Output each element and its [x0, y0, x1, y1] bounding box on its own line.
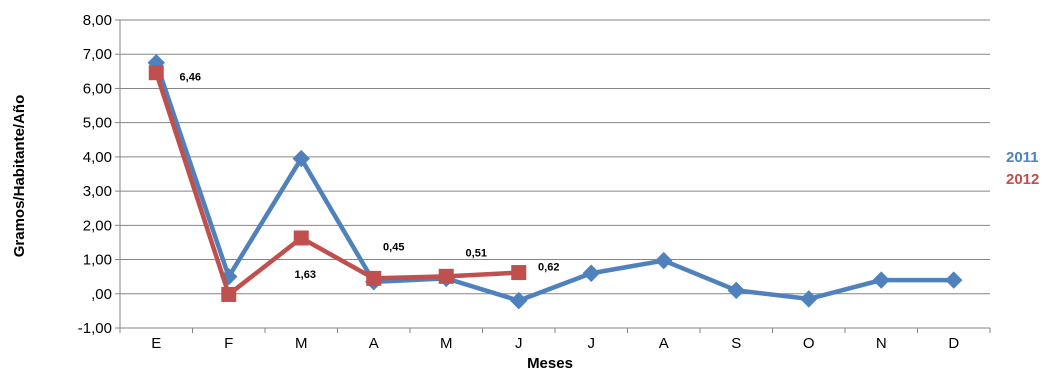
x-tick-label: D	[948, 335, 959, 352]
gridlines	[120, 19, 990, 295]
x-tick-label: E	[151, 335, 161, 352]
series-2012	[148, 65, 527, 302]
data-point	[727, 281, 745, 300]
data-label: 0,62	[538, 262, 559, 274]
x-tick-label: N	[876, 335, 887, 352]
data-point	[945, 271, 963, 289]
y-tick-label: -1,00	[78, 320, 112, 337]
y-tick-label: ,00	[91, 286, 112, 303]
data-point	[511, 265, 527, 281]
x-tick-label: S	[731, 335, 741, 352]
data-point	[292, 149, 310, 168]
data-point	[366, 270, 382, 286]
data-point	[221, 286, 237, 302]
legend-entry-2011: 2011	[1006, 149, 1039, 166]
y-tick-label: 2,00	[83, 217, 112, 234]
y-tick-label: 4,00	[83, 149, 112, 166]
y-tick-label: 3,00	[83, 183, 112, 200]
x-tick-label: F	[224, 335, 233, 352]
y-tick-label: 5,00	[83, 115, 112, 132]
series-line-2011	[154, 62, 954, 303]
x-tick-label: J	[588, 335, 596, 352]
y-axis-title: Gramos/Habitante/Año	[11, 95, 28, 258]
data-label: 0,45	[383, 241, 404, 253]
x-tick-label: M	[440, 335, 453, 352]
x-tick-label: O	[803, 335, 815, 352]
data-point	[438, 268, 454, 284]
data-label: 0,51	[466, 247, 487, 259]
x-tick-label: A	[369, 335, 379, 352]
data-labels: 6,46 1,63 0,45 0,51 0,62	[180, 72, 560, 281]
data-point	[872, 271, 890, 289]
data-label: 6,46	[180, 72, 201, 84]
y-tick-label: 6,00	[83, 80, 112, 97]
legend-entry-2012: 2012	[1006, 171, 1039, 188]
data-point	[148, 65, 164, 81]
y-tick-label: 1,00	[83, 252, 112, 269]
data-point	[582, 264, 600, 282]
data-point	[800, 290, 818, 308]
axes: -1,00 ,00 1,00 2,00 3,00 4,00 5,00 6,00 7,00 8,00…	[78, 12, 991, 352]
series	[147, 54, 963, 310]
series-line-2012	[154, 72, 519, 297]
x-tick-label: J	[515, 335, 523, 352]
x-axis-title: Meses	[527, 355, 573, 372]
data-point	[655, 251, 673, 270]
x-tick-label: A	[659, 335, 669, 352]
y-tick-label: 8,00	[83, 12, 112, 29]
data-point	[510, 291, 528, 310]
x-tick-label: M	[295, 335, 308, 352]
data-point	[293, 230, 309, 246]
y-tick-label: 7,00	[83, 46, 112, 63]
legend: 2011 2012	[1006, 149, 1039, 188]
data-label: 1,63	[295, 269, 316, 281]
